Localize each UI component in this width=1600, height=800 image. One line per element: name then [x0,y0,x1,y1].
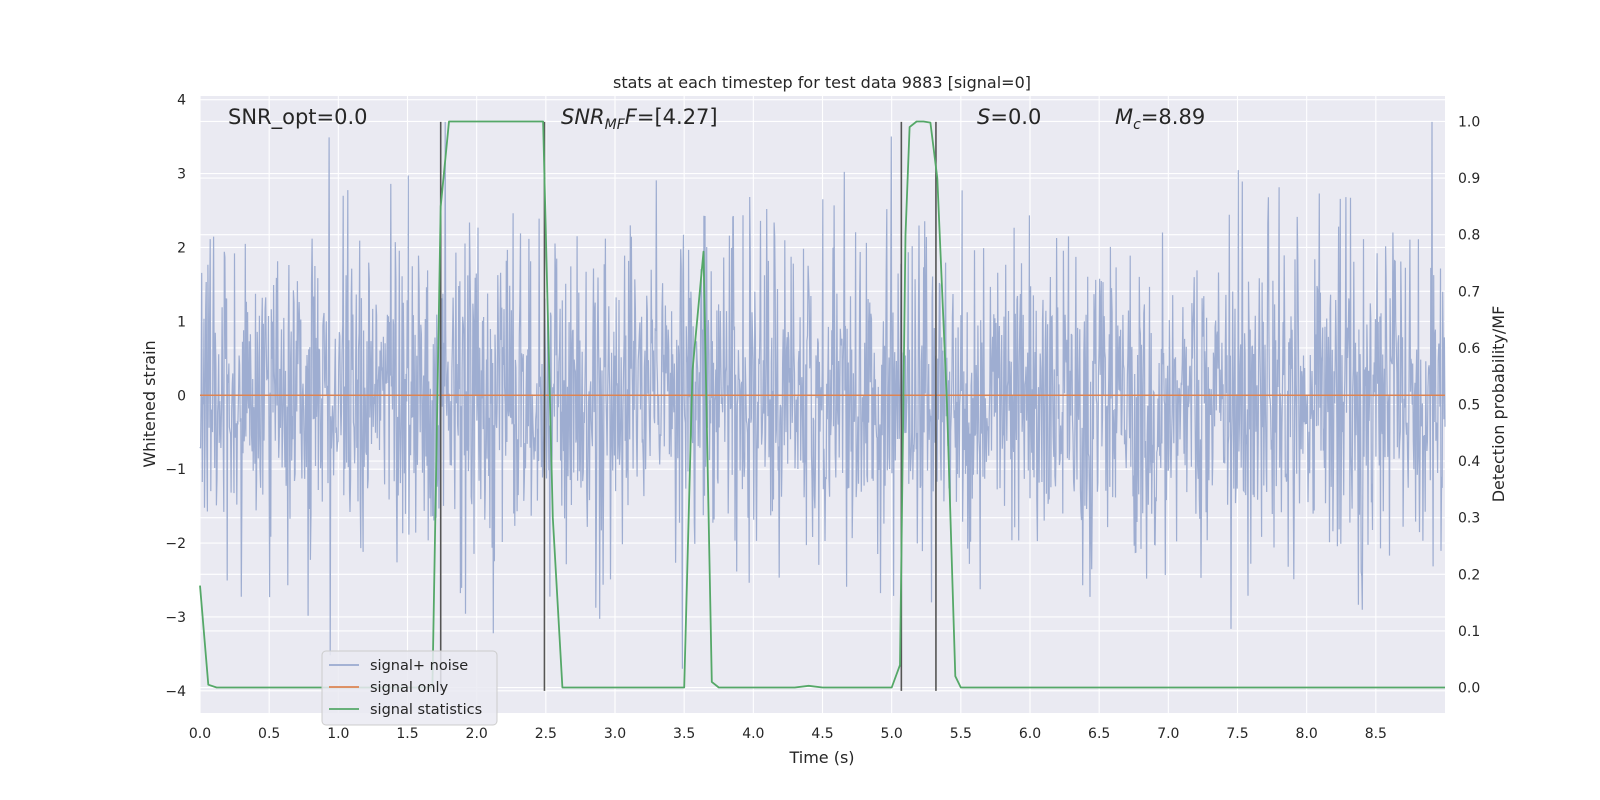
chart-title: stats at each timestep for test data 988… [613,73,1031,92]
legend-frame [321,650,498,726]
annotation-mc-sub: c [1133,117,1141,133]
x-tick-label: 0.5 [258,726,280,742]
y-tick-label: −2 [165,536,186,552]
y-tick-label: −3 [165,610,186,626]
y2-axis-label: Detection probability/MF [1489,306,1508,503]
y2-tick-labels: 0.0 0.1 0.2 0.3 0.4 0.5 0.6 0.7 0.8 0.9 1.0 [1458,114,1480,696]
y2-tick-label: 0.7 [1458,284,1480,300]
legend: signal+ noise signal only signal statist… [321,650,498,726]
x-tick-label: 7.5 [1226,726,1248,742]
annotation-snr-mf-sub: MF [605,117,626,133]
x-tick-label: 6.0 [1019,726,1041,742]
y2-tick-label: 0.2 [1458,567,1480,583]
x-tick-label: 4.0 [742,726,764,742]
annotation-mc-main: M [1115,105,1133,129]
x-tick-label: 3.5 [673,726,695,742]
legend-label-signal-only: signal only [370,680,449,696]
y-tick-labels: −4 −3 −2 −1 0 1 2 3 4 [165,93,186,700]
y-tick-label: 2 [177,240,186,256]
x-tick-label: 6.5 [1088,726,1110,742]
annotation-mc: Mc=8.89 [1115,105,1205,133]
x-tick-label: 4.5 [811,726,833,742]
x-tick-label: 7.0 [1157,726,1179,742]
annotation-snr-mf: SNRMFF=[4.27] [561,105,718,133]
signal-statistics-line [199,120,1445,689]
annotation-s-value: =0.0 [990,105,1041,129]
y-tick-label: 1 [177,314,186,330]
x-tick-label: 2.0 [466,726,488,742]
annotation-s-main: S [977,105,990,129]
x-axis-label: Time (s) [788,748,854,767]
legend-label-signal-statistics: signal statistics [370,702,482,718]
y2-tick-label: 0.6 [1458,341,1480,357]
annotation-mc-value: =8.89 [1141,105,1205,129]
annotation-snr-mf-value: =[4.27] [637,105,718,129]
annotation-snr-mf-tail: F [625,105,638,129]
annotation-snr-opt: SNR_opt=0.0 [228,105,368,130]
legend-label-signal-noise: signal+ noise [370,658,468,674]
x-tick-label: 1.0 [327,726,349,742]
x-tick-label: 1.5 [396,726,418,742]
x-tick-label: 8.0 [1296,726,1318,742]
y2-tick-label: 1.0 [1458,114,1480,130]
x-tick-label: 5.0 [881,726,903,742]
y-tick-label: −4 [165,684,186,700]
y2-tick-label: 0.1 [1458,624,1480,640]
x-tick-labels: 0.0 0.5 1.0 1.5 2.0 2.5 3.0 3.5 4.0 4.5 5.0 5.5 6.0 6… [189,726,1387,742]
y2-tick-label: 0.4 [1458,454,1480,470]
annotation-s: S=0.0 [977,105,1041,129]
y-tick-label: −1 [165,462,186,478]
x-tick-label: 3.0 [604,726,626,742]
series-signal-statistics [199,120,1445,689]
y-tick-label: 3 [177,167,186,183]
y-tick-label: 4 [177,93,186,109]
y-axis-label: Whitened strain [140,340,159,467]
x-tick-label: 2.5 [535,726,557,742]
noise-line [199,121,1446,669]
x-tick-label: 8.5 [1365,726,1387,742]
series-signal-noise [199,121,1446,669]
y2-tick-label: 0.8 [1458,228,1480,244]
x-tick-label: 5.5 [950,726,972,742]
y2-tick-label: 0.5 [1458,398,1480,414]
y2-tick-label: 0.9 [1458,171,1480,187]
y2-tick-label: 0.0 [1458,681,1480,697]
annotation-snr-mf-main: SNR [561,105,605,129]
y-tick-label: 0 [177,388,186,404]
y2-tick-label: 0.3 [1458,511,1480,527]
x-tick-label: 0.0 [189,726,211,742]
